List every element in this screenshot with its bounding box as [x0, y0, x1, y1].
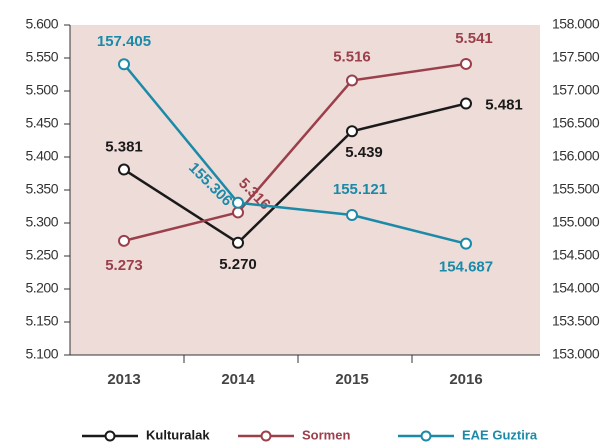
- series-line: [123, 63, 467, 245]
- y-tick-label: 5.500: [25, 82, 58, 98]
- y-tick-label: 5.350: [25, 181, 58, 197]
- point: [118, 234, 130, 247]
- point: [346, 74, 358, 87]
- x-tick-label: 2014: [221, 371, 255, 388]
- y-tick-label: 5.150: [25, 313, 58, 329]
- legend-label: Kulturalak: [146, 427, 210, 442]
- y-tick-label: 5.550: [25, 49, 58, 65]
- y2-tick-label: 155.000: [552, 214, 600, 230]
- y2-tick-label: 157.500: [552, 49, 600, 65]
- data-label: 5.273: [105, 257, 143, 274]
- x-tick-label: 2015: [335, 371, 368, 388]
- data-label: 5.381: [105, 139, 143, 156]
- point: [118, 58, 130, 71]
- data-label: 155.121: [333, 181, 387, 198]
- point: [118, 163, 130, 176]
- data-label: 5.516: [333, 48, 371, 65]
- y2-tick-label: 156.500: [552, 115, 600, 131]
- data-label: 5.270: [219, 256, 257, 273]
- data-label: 154.687: [439, 259, 493, 276]
- y-tick-label: 5.300: [25, 214, 58, 230]
- y2-tick-label: 153.000: [552, 346, 600, 362]
- data-label: 5.541: [455, 30, 493, 47]
- y-tick-label: 5.100: [25, 346, 58, 362]
- point: [232, 206, 244, 219]
- data-label: 5.439: [345, 144, 383, 161]
- point: [346, 125, 358, 138]
- legend-marker: [104, 430, 116, 442]
- data-label: 157.405: [97, 33, 151, 50]
- y-tick-label: 5.400: [25, 148, 58, 164]
- legend-marker: [260, 430, 272, 442]
- y-tick-label: 5.450: [25, 115, 58, 131]
- y-tick-label: 5.600: [25, 16, 58, 32]
- y-tick-label: 5.250: [25, 247, 58, 263]
- y2-tick-label: 156.000: [552, 148, 600, 164]
- point: [460, 237, 472, 250]
- point: [232, 236, 244, 249]
- legend-label: Sormen: [302, 427, 350, 442]
- data-label: 5.481: [485, 97, 523, 114]
- series-line: [123, 62, 467, 243]
- point: [232, 196, 244, 209]
- series-line: [123, 102, 467, 245]
- plot-background: [70, 25, 540, 355]
- y2-tick-label: 158.000: [552, 16, 600, 32]
- y2-tick-label: 155.500: [552, 181, 600, 197]
- y2-tick-label: 157.000: [552, 82, 600, 98]
- x-tick-label: 2016: [449, 371, 482, 388]
- legend-label: EAE Guztira: [462, 427, 538, 442]
- point: [460, 57, 472, 70]
- y2-tick-label: 154.500: [552, 247, 600, 263]
- legend-marker: [420, 430, 432, 442]
- y2-tick-label: 154.000: [552, 280, 600, 296]
- x-tick-label: 2013: [107, 371, 140, 388]
- point: [460, 97, 472, 110]
- y2-tick-label: 153.500: [552, 313, 600, 329]
- point: [346, 209, 358, 222]
- y-tick-label: 5.200: [25, 280, 58, 296]
